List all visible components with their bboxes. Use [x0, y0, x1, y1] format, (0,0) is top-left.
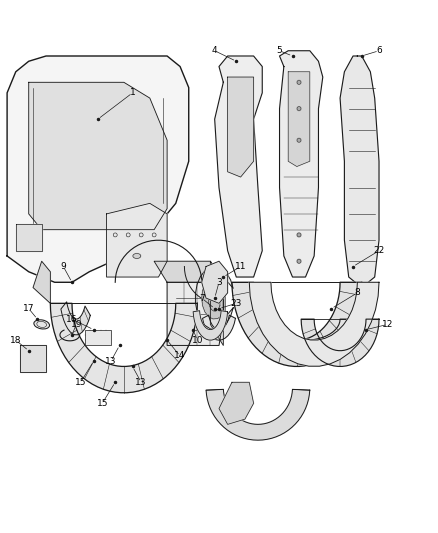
Polygon shape	[202, 277, 225, 319]
Text: 9: 9	[60, 262, 66, 271]
Text: 5: 5	[277, 46, 283, 55]
Polygon shape	[301, 319, 379, 366]
Polygon shape	[232, 282, 362, 366]
Polygon shape	[16, 224, 42, 251]
Polygon shape	[106, 204, 167, 277]
Bar	[85, 329, 111, 345]
Text: 17: 17	[23, 304, 35, 313]
Circle shape	[297, 138, 301, 142]
Polygon shape	[20, 345, 46, 372]
Text: 13: 13	[135, 378, 147, 387]
Polygon shape	[258, 319, 353, 351]
Circle shape	[297, 233, 301, 237]
Text: 18: 18	[10, 336, 21, 345]
Polygon shape	[202, 261, 228, 303]
Text: 12: 12	[382, 320, 393, 329]
Text: 23: 23	[231, 299, 242, 308]
Text: 22: 22	[373, 246, 385, 255]
Ellipse shape	[133, 254, 141, 259]
Polygon shape	[219, 382, 254, 424]
Polygon shape	[208, 285, 220, 311]
Text: 10: 10	[192, 336, 203, 345]
Text: 6: 6	[376, 46, 382, 55]
Polygon shape	[7, 56, 189, 282]
Text: 7: 7	[199, 294, 205, 303]
Circle shape	[297, 80, 301, 84]
Ellipse shape	[34, 320, 49, 329]
Polygon shape	[340, 56, 379, 287]
Polygon shape	[154, 261, 223, 282]
Polygon shape	[202, 315, 236, 340]
Polygon shape	[288, 72, 310, 166]
Text: 19: 19	[71, 320, 82, 329]
Polygon shape	[215, 56, 262, 277]
Text: 15: 15	[75, 378, 86, 387]
Polygon shape	[193, 311, 228, 340]
Polygon shape	[29, 82, 167, 230]
Text: 3: 3	[216, 278, 222, 287]
Text: 8: 8	[354, 288, 360, 297]
Text: 4: 4	[212, 46, 218, 55]
Polygon shape	[50, 303, 198, 393]
Circle shape	[297, 259, 301, 263]
Text: 13: 13	[105, 357, 117, 366]
Polygon shape	[167, 282, 223, 345]
Circle shape	[297, 107, 301, 111]
Polygon shape	[249, 282, 379, 366]
Text: 15: 15	[96, 399, 108, 408]
Polygon shape	[279, 51, 323, 277]
Text: 1: 1	[130, 88, 135, 98]
Polygon shape	[210, 261, 223, 345]
Polygon shape	[206, 390, 310, 440]
Polygon shape	[195, 266, 233, 329]
Text: 16: 16	[66, 314, 78, 324]
Text: 11: 11	[235, 262, 246, 271]
Polygon shape	[33, 261, 50, 303]
Polygon shape	[228, 77, 254, 177]
Text: 14: 14	[174, 351, 186, 360]
Polygon shape	[61, 302, 90, 335]
